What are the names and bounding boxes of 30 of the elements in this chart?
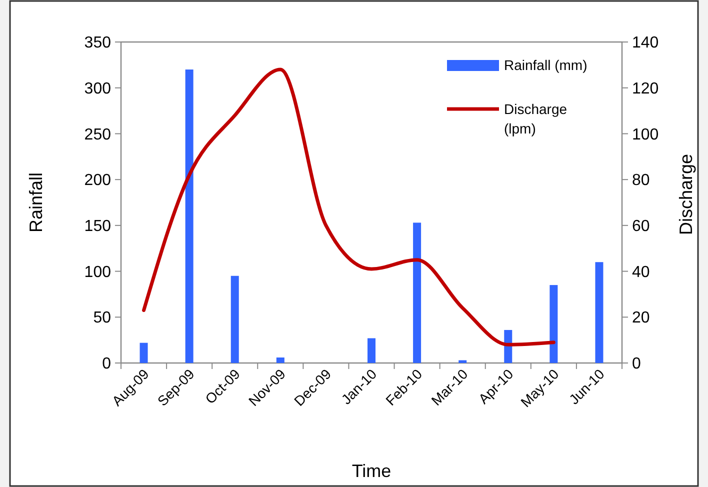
y2-tick-label: 40 [632, 264, 650, 281]
y-tick-label: 50 [93, 310, 112, 327]
y2-tick-label: 100 [632, 126, 659, 144]
y-tick-label: 100 [84, 264, 112, 281]
y-tick-label: 200 [84, 172, 112, 190]
bar [458, 360, 467, 363]
bar [595, 262, 604, 363]
bar [276, 357, 284, 363]
y-tick-label: 0 [102, 356, 112, 373]
bar [413, 222, 422, 363]
y2-tick-label: 60 [632, 218, 650, 236]
y2-axis-title: Discharge [676, 154, 696, 236]
bar [185, 70, 194, 363]
bar [368, 338, 376, 363]
legend-label: Rainfall (mm) [504, 56, 588, 73]
x-axis-title: Time [352, 461, 392, 481]
y2-tick-label: 20 [632, 310, 650, 327]
y-tick-label: 300 [84, 80, 112, 98]
y2-tick-label: 80 [632, 172, 650, 190]
legend-label: Discharge (lpm) [504, 100, 568, 136]
y-axis-title: Rainfall [26, 172, 46, 233]
y-tick-label: 350 [84, 34, 112, 52]
y-tick-label: 150 [84, 218, 112, 236]
y-tick-label: 250 [84, 126, 112, 144]
bar [550, 285, 558, 363]
bar [140, 342, 148, 363]
bar [230, 276, 239, 363]
y2-tick-label: 0 [632, 356, 641, 373]
y2-tick-label: 120 [632, 80, 659, 98]
y2-tick-label: 140 [632, 34, 659, 52]
